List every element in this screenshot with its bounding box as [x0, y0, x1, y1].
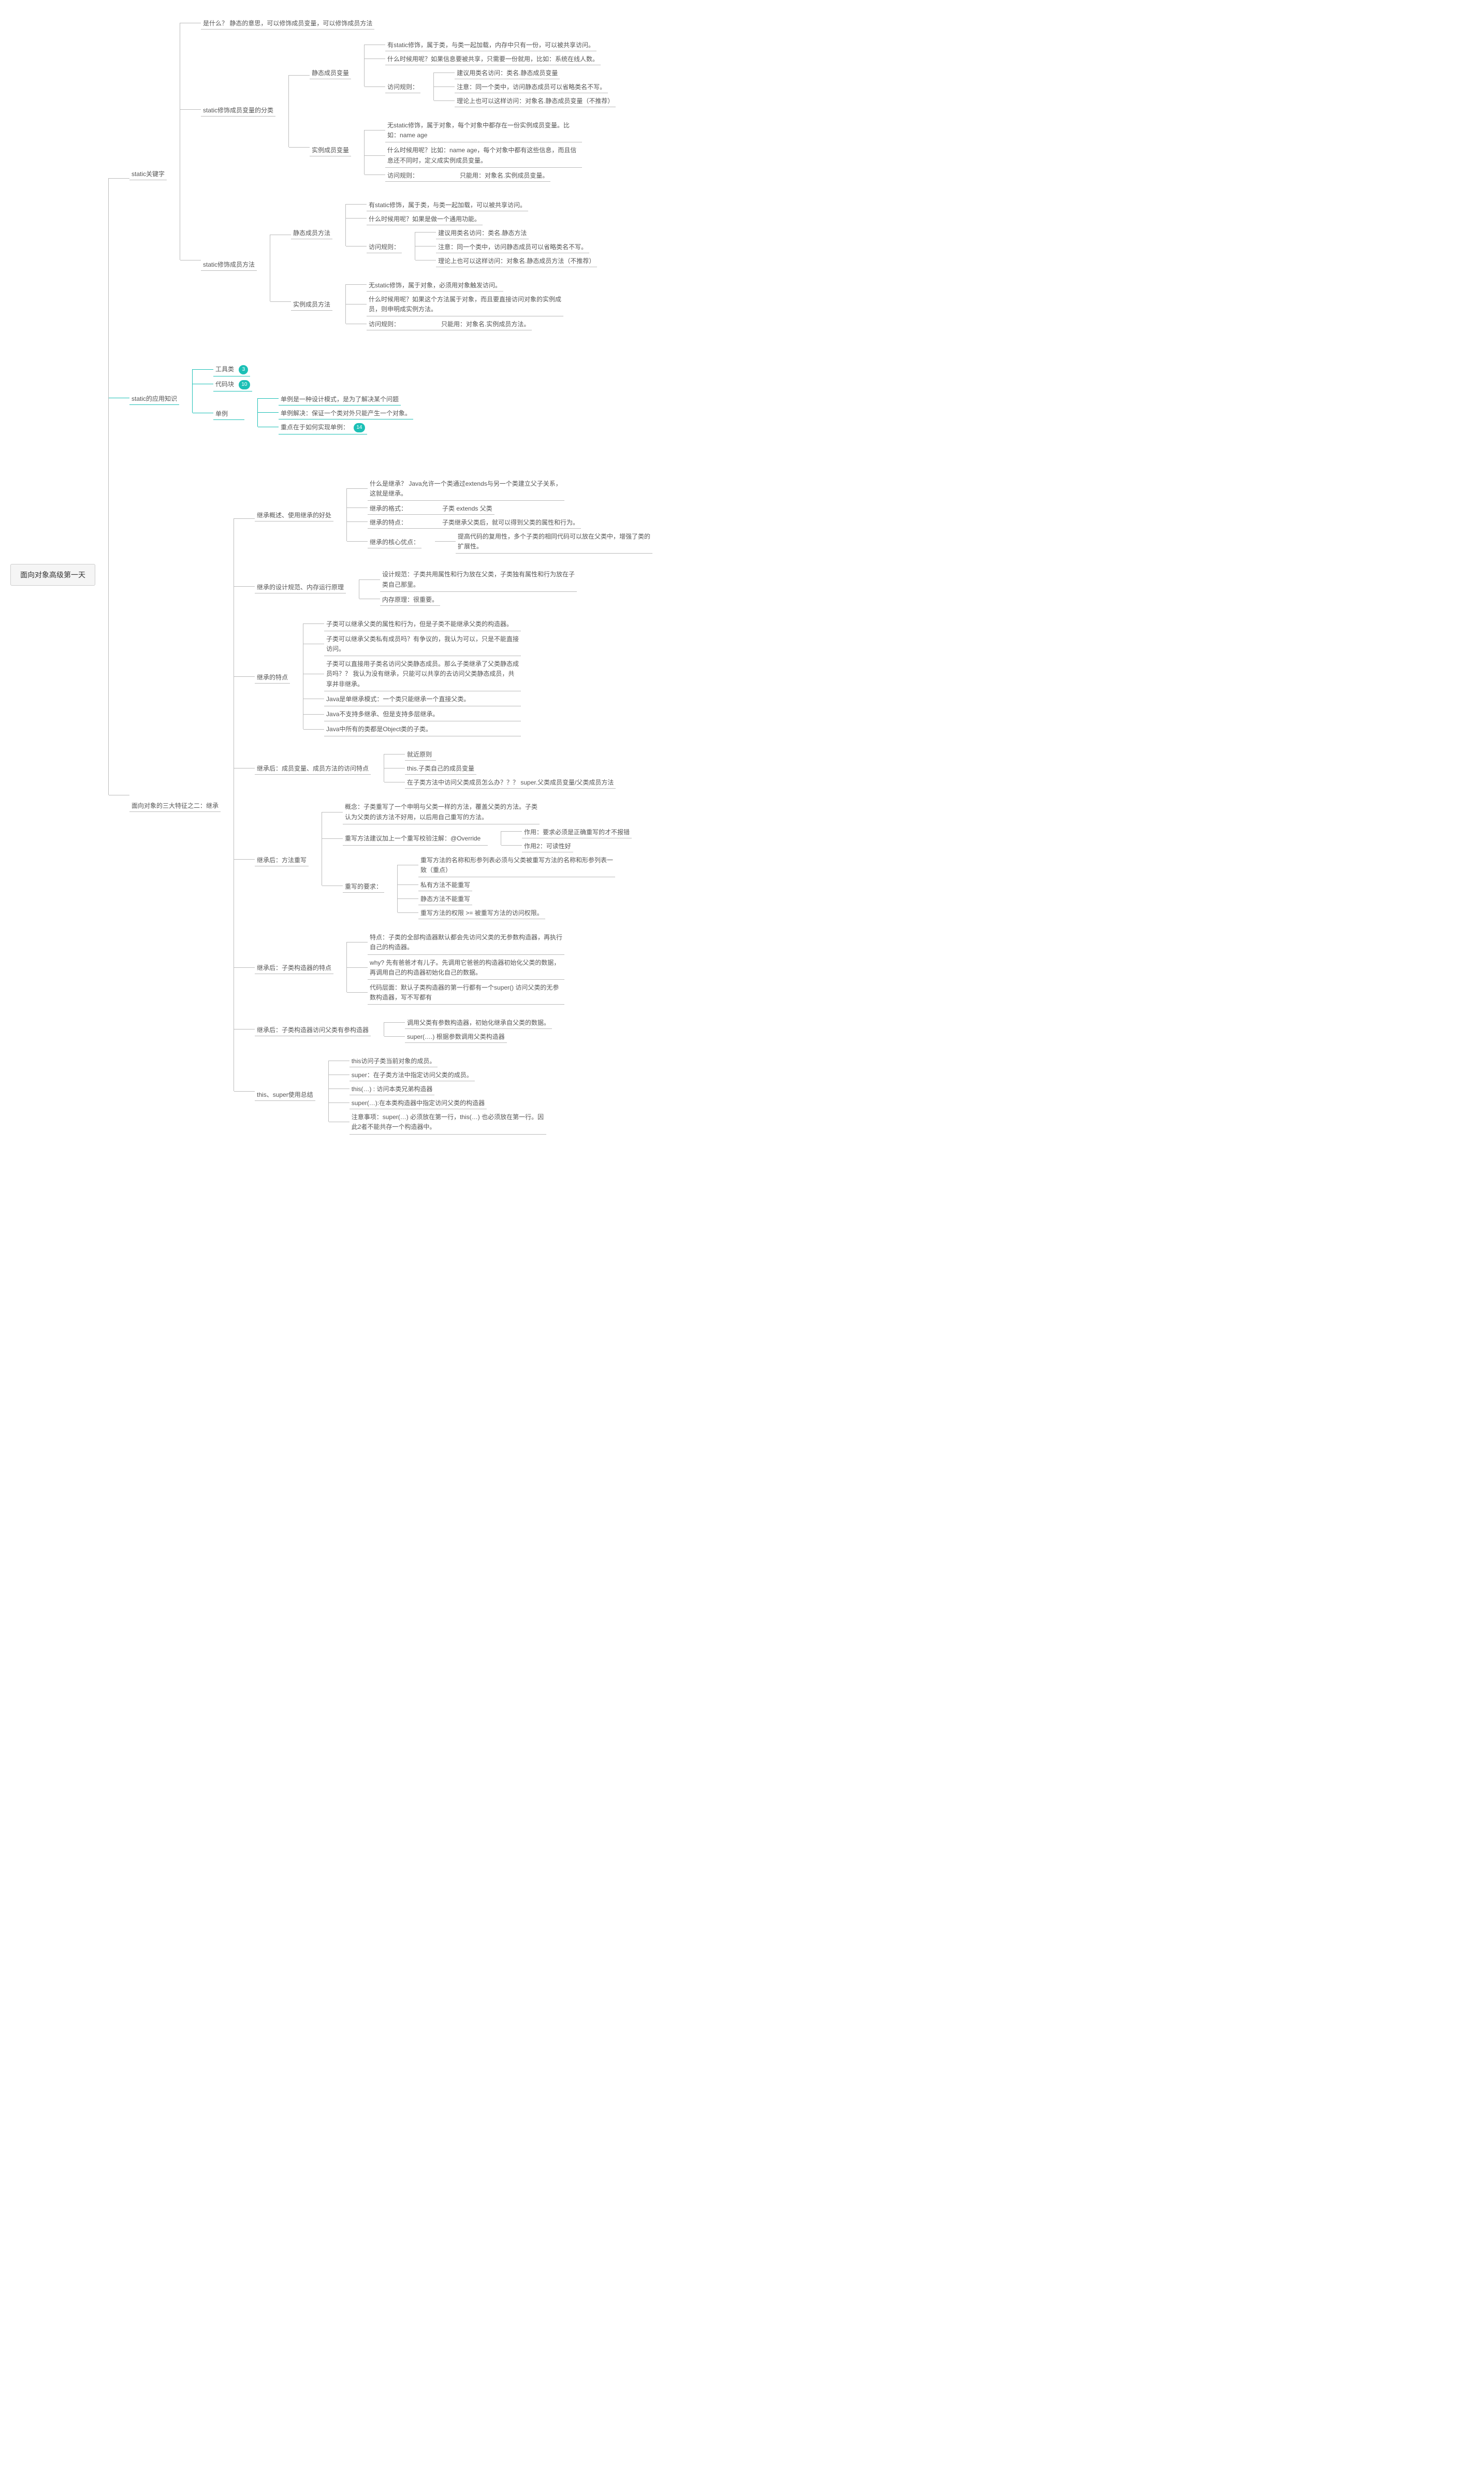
ts5: 注意事项：super(…) 必须放在第一行，this(…) 也必须放在第一行。因… — [350, 1109, 546, 1134]
sv-p1: 有static修饰，属于类，与类一起加载，内存中只有一份，可以被共享访问。 — [385, 37, 596, 51]
inh-design: 继承的设计规范、内存运行原理 — [255, 579, 346, 593]
ca1: 调用父类有参数构造器，初始化继承自父类的数据。 — [405, 1015, 552, 1029]
static-app: static的应用知识 — [129, 391, 179, 405]
static-methods: static修饰成员方法 — [201, 257, 257, 271]
single-p3: 重点在于如何实现单例： 14 — [279, 419, 367, 434]
static-keyword: static关键字 — [129, 166, 167, 180]
c3: 代码层面：默认子类构造器的第一行都有一个super() 访问父类的无参数构造器，… — [368, 980, 564, 1005]
or-anno-r1: 作用：要求必须是正确重写的才不报错 — [522, 824, 632, 838]
static-vars: static修饰成员变量的分类 — [201, 103, 275, 117]
or-req1: 重写方法的名称和形参列表必须与父类被重写方法的名称和形参列表一致（重点） — [418, 852, 615, 877]
single-p2: 单例解决：保证一个类对外只能产生一个对象。 — [279, 405, 413, 419]
static-what: 是什么？ 静态的意思，可以修饰成员变量，可以修饰成员方法 — [201, 16, 374, 30]
ts3: this(…) : 访问本类兄弟构造器 — [350, 1081, 435, 1095]
root-node: 面向对象高级第一天 — [10, 564, 95, 586]
im-p1: 无static修饰，属于对象，必须用对象触发访问。 — [367, 278, 503, 292]
sm-r3: 理论上也可以这样访问：对象名.静态成员方法（不推荐） — [436, 253, 597, 267]
inh-ctor: 继承后：子类构造器的特点 — [255, 960, 333, 974]
or-req3: 静态方法不能重写 — [418, 891, 472, 905]
c1: 特点：子类的全部构造器默认都会先访问父类的无参数构造器，再执行自己的构造器。 — [368, 930, 564, 954]
or-req: 重写的要求： — [343, 879, 384, 893]
ov-feature: 继承的特点：子类继承父类后，就可以得到父类的属性和行为。 — [368, 515, 581, 529]
c2: why? 先有爸爸才有儿子。先调用它爸爸的构造器初始化父类的数据，再调用自己的构… — [368, 955, 564, 980]
badge-block: 10 — [239, 380, 250, 389]
or-req2: 私有方法不能重写 — [418, 877, 472, 891]
ov-format: 继承的格式：子类 extends 父类 — [368, 501, 494, 515]
or-anno: 重写方法建议加上一个重写校验注解：@Override — [343, 831, 488, 846]
im-p2: 什么时候用呢？如果这个方法属于对象，而且要直接访问对象的实例成员，则申明成实例方… — [367, 292, 563, 316]
f3: 子类可以直接用子类名访问父类静态成员。那么子类继承了父类静态成员吗？？ 我认为没… — [324, 656, 521, 691]
a3: 在子类方法中访问父类成员怎么办？？？ super.父类成员变量/父类成员方法 — [405, 775, 616, 789]
single-p1: 单例是一种设计模式，是为了解决某个问题 — [279, 391, 401, 405]
iv-p2: 什么时候用呢？比如：name age，每个对象中都有这些信息，而且信息还不同时，… — [385, 142, 582, 167]
im-rules: 访问规则： 只能用：对象名.实例成员方法。 — [367, 316, 532, 330]
badge-single: 14 — [354, 423, 365, 432]
static-method: 静态成员方法 — [291, 225, 332, 239]
inh-override: 继承后：方法重写 — [255, 852, 309, 866]
sv-r3: 理论上也可以这样访问：对象名.静态成员变量（不推荐） — [455, 93, 616, 107]
static-var: 静态成员变量 — [310, 65, 351, 79]
ts2: super：在子类方法中指定访问父类的成员。 — [350, 1067, 475, 1081]
iv-rules: 访问规则： 只能用：对象名.实例成员变量。 — [385, 168, 550, 182]
sv-rules: 访问规则： — [385, 79, 420, 93]
mindmap-root: 面向对象高级第一天 static关键字 是什么？ 静态的意思，可以修饰成员变量，… — [10, 10, 1474, 1140]
inst-var: 实例成员变量 — [310, 142, 351, 156]
inh-overview: 继承概述、使用继承的好处 — [255, 507, 333, 521]
ca2: super(….) 根据参数调用父类构造器 — [405, 1029, 507, 1043]
sv-p2: 什么时候用呢？如果信息要被共享，只需要一份就用，比如：系统在线人数。 — [385, 51, 601, 65]
code-block: 代码块 10 — [213, 376, 252, 391]
f6: Java中所有的类都是Object类的子类。 — [324, 721, 521, 736]
sm-r1: 建议用类名访问：类名.静态方法 — [436, 225, 529, 239]
ov-p1: 什么是继承？ Java允许一个类通过extends与另一个类建立父子关系，这就是… — [368, 476, 564, 501]
f5: Java不支持多继承、但是支持多层继承。 — [324, 706, 521, 721]
sv-r1: 建议用类名访问：类名.静态成员变量 — [455, 65, 560, 79]
des-p2: 内存原理：很重要。 — [380, 592, 440, 606]
ts1: this访问子类当前对象的成员。 — [350, 1053, 438, 1067]
singleton: 单例 — [213, 406, 244, 420]
a2: this.子类自己的成员变量 — [405, 761, 476, 775]
or-concept: 概念：子类重写了一个申明与父类一样的方法，覆盖父类的方法。子类认为父类的该方法不… — [343, 799, 540, 824]
a1: 就近原则 — [405, 747, 436, 761]
inheritance: 面向对象的三大特征之二：继承 — [129, 798, 221, 812]
f2: 子类可以继承父类私有成员吗？有争议的，我认为可以，只是不能直接访问。 — [324, 631, 521, 656]
badge-tool: 3 — [239, 365, 248, 374]
or-req4: 重写方法的权限 >= 被重写方法的访问权限。 — [418, 905, 545, 919]
iv-p1: 无static修饰，属于对象，每个对象中都存在一份实例成员变量。比如：name … — [385, 118, 582, 142]
sv-r2: 注意：同一个类中，访问静态成员可以省略类名不写。 — [455, 79, 608, 93]
des-p1: 设计规范：子类共用属性和行为放在父类，子类独有属性和行为放在子类自己那里。 — [380, 567, 577, 591]
ov-core-k: 继承的核心优点： — [368, 534, 421, 548]
sm-r2: 注意：同一个类中，访问静态成员可以省略类名不写。 — [436, 239, 589, 253]
ts4: super(…):在本类构造器中指定访问父类的构造器 — [350, 1095, 487, 1109]
f1: 子类可以继承父类的属性和行为，但是子类不能继承父类的构造器。 — [324, 616, 521, 631]
ov-core-v: 提高代码的复用性，多个子类的相同代码可以放在父类中，增强了类的扩展性。 — [456, 529, 652, 554]
inh-access: 继承后：成员变量、成员方法的访问特点 — [255, 761, 371, 775]
sm-p1: 有static修饰，属于类，与类一起加载，可以被共享访问。 — [367, 197, 528, 211]
inh-ctor-arg: 继承后：子类构造器访问父类有参构造器 — [255, 1022, 371, 1036]
sm-p2: 什么时候用呢？如果是做一个通用功能。 — [367, 211, 483, 225]
f4: Java是单继承模式：一个类只能继承一个直接父类。 — [324, 691, 521, 706]
tool-class: 工具类 3 — [213, 361, 250, 376]
or-anno-r2: 作用2：可读性好 — [522, 838, 573, 852]
inst-method: 实例成员方法 — [291, 297, 332, 311]
sm-rules: 访问规则： — [367, 239, 402, 253]
inh-features: 继承的特点 — [255, 670, 290, 684]
inh-thissuper: this、super使用总结 — [255, 1087, 315, 1101]
